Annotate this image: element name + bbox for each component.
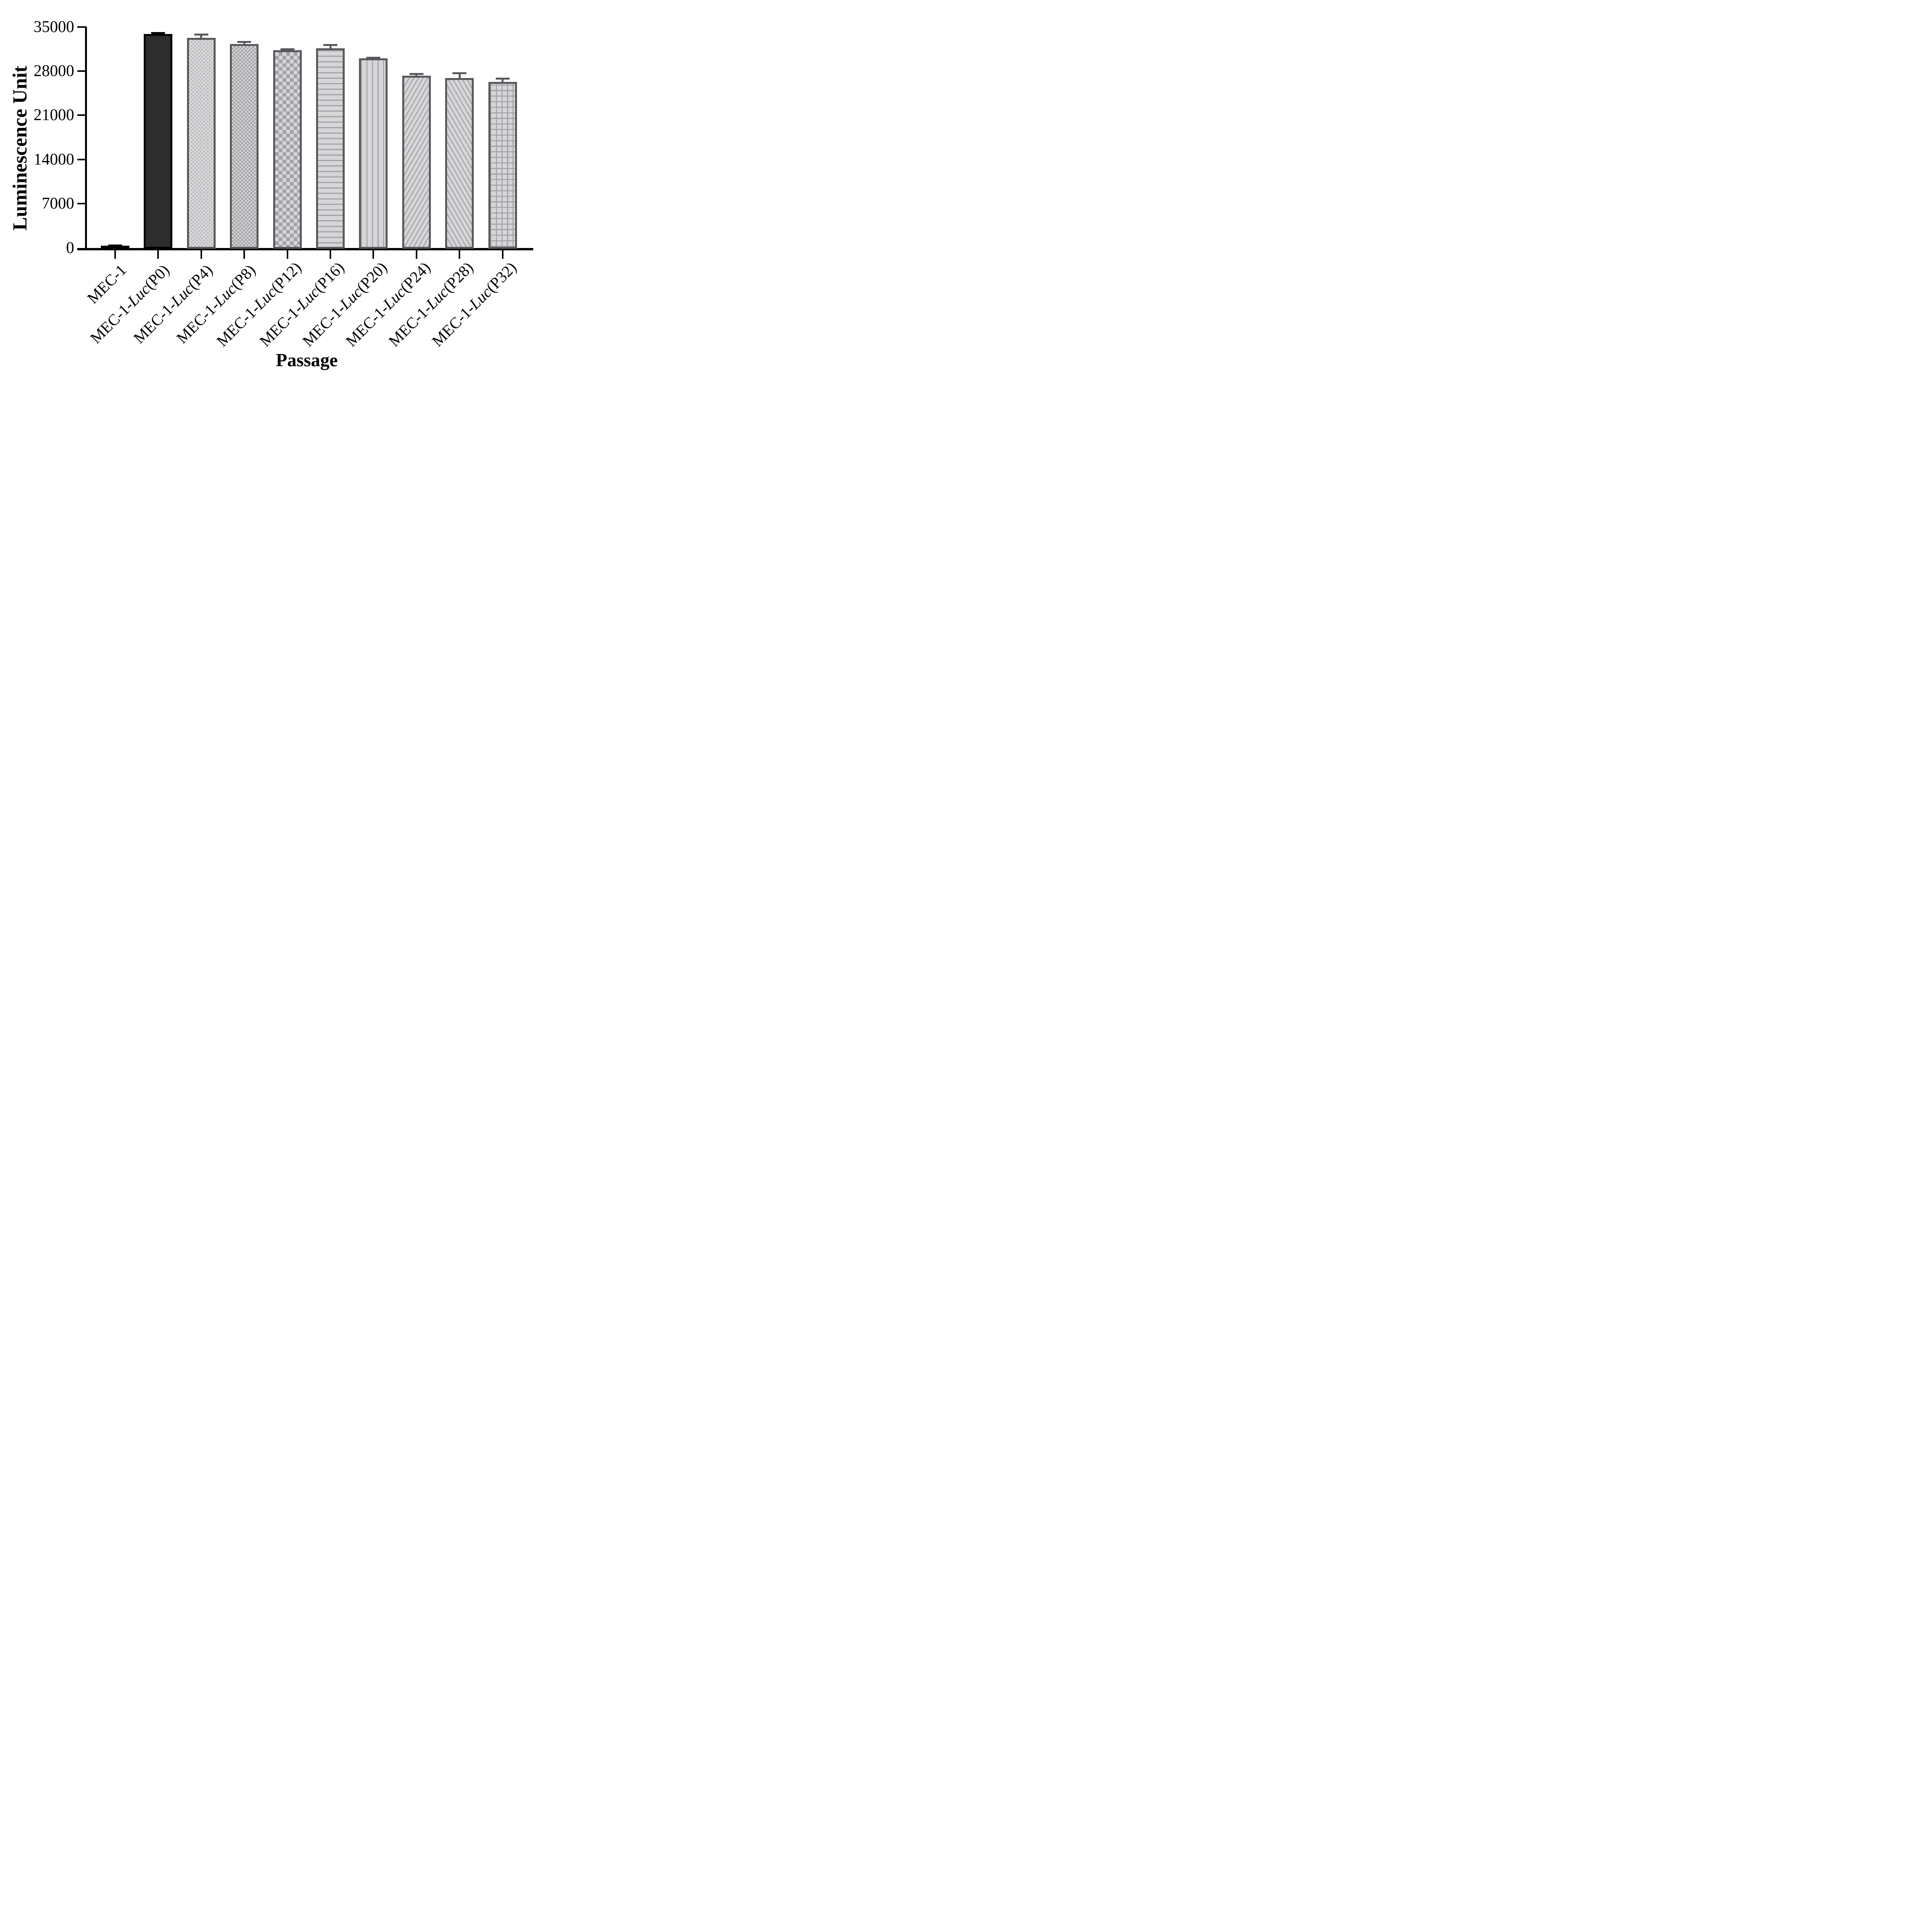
y-tick-label: 21000 <box>34 106 74 124</box>
y-tick-label: 28000 <box>34 62 74 80</box>
error-bar-stem <box>502 80 504 83</box>
bar-MEC-1-Luc(P24) <box>402 76 431 249</box>
x-axis-line <box>77 248 533 250</box>
error-bar-cap <box>323 44 337 46</box>
bar-MEC-1-Luc(P20) <box>359 58 388 249</box>
x-tick <box>157 250 159 259</box>
error-bar-cap <box>495 78 510 80</box>
y-tick <box>77 203 87 205</box>
y-tick <box>77 26 87 28</box>
x-tick <box>114 250 116 259</box>
y-tick <box>77 158 87 160</box>
error-bar-cap <box>452 72 467 75</box>
x-tick <box>243 250 245 259</box>
bar-MEC-1-Luc(P28) <box>445 78 474 249</box>
y-tick <box>77 70 87 72</box>
error-bar-cap <box>409 73 423 75</box>
y-tick-label: 14000 <box>34 150 74 168</box>
y-tick-label: 0 <box>66 239 74 257</box>
error-bar-stem <box>329 46 332 50</box>
bar-MEC-1-Luc(P8) <box>230 44 259 249</box>
y-tick <box>77 114 87 116</box>
error-bar-stem <box>243 42 245 45</box>
bar-MEC-1-Luc(P0) <box>144 34 173 249</box>
bar-MEC-1 <box>101 245 129 250</box>
x-axis-title: Passage <box>276 350 338 370</box>
x-tick <box>200 250 202 259</box>
error-bar-cap <box>366 57 381 59</box>
bar-MEC-1-Luc(P16) <box>316 48 345 249</box>
error-bar-cap <box>280 48 294 50</box>
error-bar-cap <box>108 244 122 246</box>
bar-chart-figure: Luminescence Unit Passage 0 7000 14000 2100… <box>0 0 551 385</box>
error-bar-stem <box>458 74 461 80</box>
x-tick <box>286 250 288 259</box>
y-axis-line <box>85 27 87 250</box>
x-tick <box>330 250 331 259</box>
bar-MEC-1-Luc(P12) <box>273 50 302 249</box>
error-bar-cap <box>194 33 208 36</box>
x-tick <box>415 250 417 259</box>
x-tick <box>459 250 461 259</box>
error-bar-stem <box>200 35 202 39</box>
y-tick-label: 35000 <box>34 18 74 36</box>
bar-MEC-1-Luc(P32) <box>488 82 517 249</box>
x-tick <box>372 250 374 259</box>
x-tick <box>502 250 503 259</box>
error-bar-cap <box>237 41 252 43</box>
bar-MEC-1-Luc(P4) <box>187 37 216 249</box>
y-tick-label: 7000 <box>42 195 74 213</box>
error-bar-cap <box>151 32 165 34</box>
